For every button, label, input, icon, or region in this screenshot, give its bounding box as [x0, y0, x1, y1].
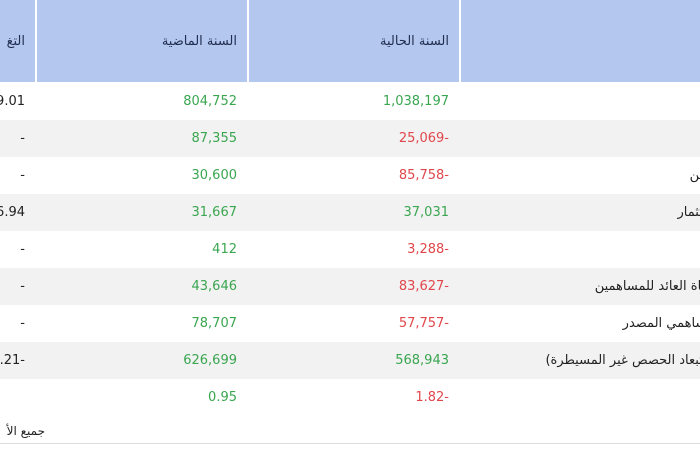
bottom-rule: [0, 443, 700, 444]
row-bg: [0, 305, 700, 342]
row-bg: [0, 342, 700, 379]
header-cell: السنة الحالية: [249, 0, 459, 82]
row-bg: [0, 120, 700, 157]
value-cell: [0, 379, 35, 416]
row-bg: [0, 268, 700, 305]
row-label: [461, 379, 700, 416]
value-cell: 3,288-: [407, 242, 449, 257]
row-label: مساهمي المصدر: [622, 316, 700, 331]
value-cell: 85,758-: [398, 168, 449, 183]
row-label: [461, 120, 700, 157]
value-cell: 568,943: [395, 353, 449, 368]
value-cell: 30,600: [191, 168, 238, 183]
value-cell: 57,757-: [398, 316, 449, 331]
value-cell: 626,699: [183, 353, 237, 368]
value-cell: -: [20, 316, 25, 331]
row-bg: [0, 379, 700, 416]
value-cell: 87,355: [191, 131, 238, 146]
value-cell: 78,707: [191, 316, 238, 331]
header-cell: التغ: [0, 0, 35, 82]
value-cell: 43,646: [191, 279, 238, 294]
value-cell: -: [20, 279, 25, 294]
row-label: زكاة العائد للمساهمين: [594, 279, 700, 294]
footnote: جميع الأ: [6, 424, 45, 438]
value-cell: 412: [212, 242, 237, 257]
value-cell: -: [20, 242, 25, 257]
value-cell: 31,667: [191, 205, 238, 220]
value-cell: 37,031: [403, 205, 450, 220]
row-label: ستثمار: [677, 205, 700, 220]
value-cell: .21-: [0, 353, 25, 368]
row-bg: [0, 231, 700, 268]
row-label: [461, 83, 700, 120]
row-bg: [0, 83, 700, 120]
value-cell: -: [20, 168, 25, 183]
value-cell: 1.82-: [415, 390, 449, 405]
value-cell: 9.01: [0, 94, 25, 109]
value-cell: -: [20, 131, 25, 146]
row-label: ين: [461, 231, 700, 268]
value-cell: 1,038,197: [382, 94, 449, 109]
value-cell: 25,069-: [398, 131, 449, 146]
value-cell: 0.95: [208, 390, 237, 405]
row-label: ستبعاد الحصص غير المسيطرة): [545, 353, 700, 368]
header-cell: السنة الماضية: [37, 0, 247, 82]
row-bg: [0, 157, 700, 194]
value-cell: 83,627-: [398, 279, 449, 294]
value-cell: 804,752: [183, 94, 237, 109]
header-cell: [461, 0, 700, 82]
row-label: أمين: [689, 168, 700, 183]
value-cell: 6.94: [0, 205, 25, 220]
row-bg: [0, 194, 700, 231]
